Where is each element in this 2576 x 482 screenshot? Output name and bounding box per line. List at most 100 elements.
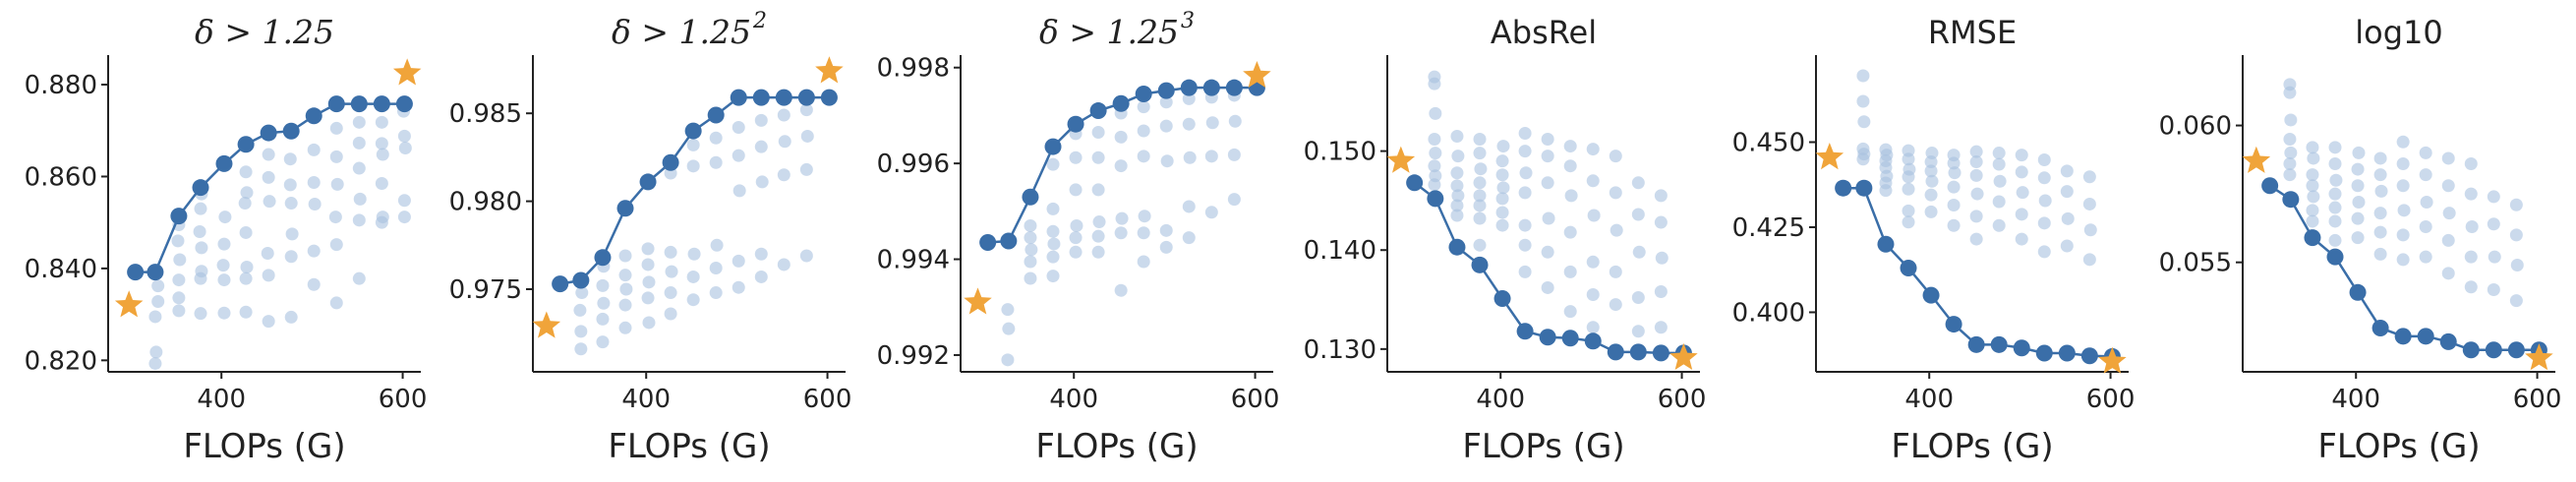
candidate-point (308, 197, 322, 211)
x-axis-label: FLOPs (G) (1462, 427, 1624, 466)
pareto-point (1067, 115, 1084, 133)
pareto-point (1180, 79, 1198, 96)
candidate-point (239, 305, 253, 319)
candidate-point (2419, 250, 2432, 264)
y-tick-label: 0.994 (877, 246, 950, 275)
candidate-point (240, 260, 254, 273)
candidate-point (2083, 223, 2097, 237)
candidate-point (2373, 207, 2387, 220)
candidate-point (1564, 189, 1578, 203)
pareto-point (215, 154, 233, 172)
candidate-point (1856, 152, 1870, 166)
candidate-point (2016, 186, 2029, 200)
star-icon (1386, 146, 1416, 173)
candidate-point (1586, 255, 1600, 269)
pareto-point (1135, 86, 1152, 103)
candidate-point (1609, 186, 1622, 200)
candidate-point (1495, 206, 1509, 219)
candidate-point (2419, 220, 2432, 234)
candidate-point (777, 108, 790, 122)
candidate-point (1495, 154, 1509, 168)
candidate-point (1182, 200, 1196, 213)
candidate-point (239, 225, 253, 239)
pareto-point (2507, 341, 2525, 359)
candidate-point (1159, 95, 1173, 109)
candidate-point (2082, 170, 2096, 184)
candidate-point (195, 265, 208, 278)
candidate-point (1159, 240, 1173, 254)
candidate-point (2464, 157, 2478, 171)
chart-panel-4: 0.130 0.140 0.150 400 600 FLOPs (G) AbsRel (1304, 14, 1707, 466)
chart-title-superscript: 3 (1181, 9, 1195, 33)
candidate-point (1002, 322, 1016, 335)
x-tick-label: 600 (803, 385, 852, 414)
chart-title-superscript: 2 (752, 9, 767, 33)
candidate-point (195, 241, 208, 255)
candidate-point (1947, 218, 1961, 232)
candidate-point (329, 150, 343, 163)
candidate-point (1518, 238, 1532, 252)
candidate-point (284, 250, 298, 264)
y-tick-label: 0.400 (1732, 298, 1805, 328)
candidate-point (172, 304, 186, 318)
candidate-point (642, 316, 656, 330)
candidate-point (2329, 173, 2343, 187)
candidate-point (1654, 284, 1668, 298)
candidate-point (754, 113, 768, 127)
pareto-point (2394, 328, 2412, 345)
candidate-point (1046, 202, 1060, 215)
star-icon (2242, 146, 2271, 173)
pareto-point (1022, 188, 1039, 206)
candidate-point (1519, 166, 1533, 180)
candidate-point (1541, 280, 1554, 294)
candidate-point (1541, 176, 1554, 190)
y-tick-label: 0.860 (25, 162, 97, 192)
candidate-point (2441, 151, 2455, 165)
pareto-point (1584, 332, 1602, 350)
candidate-point (597, 296, 611, 310)
candidate-point (375, 176, 388, 190)
candidate-point (2419, 168, 2432, 182)
candidate-point (1586, 288, 1600, 302)
pareto-point (1406, 174, 1424, 192)
pareto-point (350, 95, 368, 113)
candidate-point (709, 155, 723, 169)
y-tick-label: 0.055 (2159, 249, 2232, 278)
candidate-point (732, 149, 745, 162)
pareto-point (1539, 329, 1556, 346)
star-icon (815, 56, 844, 84)
pareto-point (327, 95, 345, 113)
candidate-point (1474, 162, 1488, 176)
candidate-point (1428, 133, 1441, 147)
candidate-point (2396, 253, 2410, 267)
pareto-point (2485, 341, 2502, 359)
candidate-point (398, 141, 412, 154)
candidate-point (1024, 271, 1037, 285)
candidate-point (1563, 265, 1577, 278)
candidate-point (1114, 159, 1128, 173)
candidate-point (2328, 187, 2342, 201)
candidate-point (353, 192, 367, 206)
candidate-point (2373, 168, 2387, 182)
candidate-point (172, 291, 186, 305)
candidate-point (1450, 199, 1464, 212)
y-tick-label: 0.985 (449, 99, 522, 129)
candidate-point (2441, 267, 2455, 280)
pareto-point (820, 89, 838, 106)
candidate-point (285, 227, 299, 241)
chart-title: RMSE (1928, 14, 2017, 51)
candidate-point (619, 282, 633, 296)
candidate-point (1563, 159, 1577, 173)
pareto-point (2261, 177, 2279, 195)
candidate-point (1518, 145, 1532, 158)
pareto-point (1427, 190, 1444, 208)
candidate-point (1654, 215, 1668, 229)
x-axis-label: FLOPs (G) (183, 427, 345, 466)
chart-title: δ > 1.25 (1039, 13, 1179, 51)
candidate-point (2397, 204, 2411, 217)
candidate-point (329, 296, 343, 310)
pareto-point (395, 95, 413, 113)
candidate-point (2306, 204, 2319, 217)
candidate-point (1137, 150, 1150, 163)
y-tick-label: 0.130 (1304, 335, 1376, 365)
